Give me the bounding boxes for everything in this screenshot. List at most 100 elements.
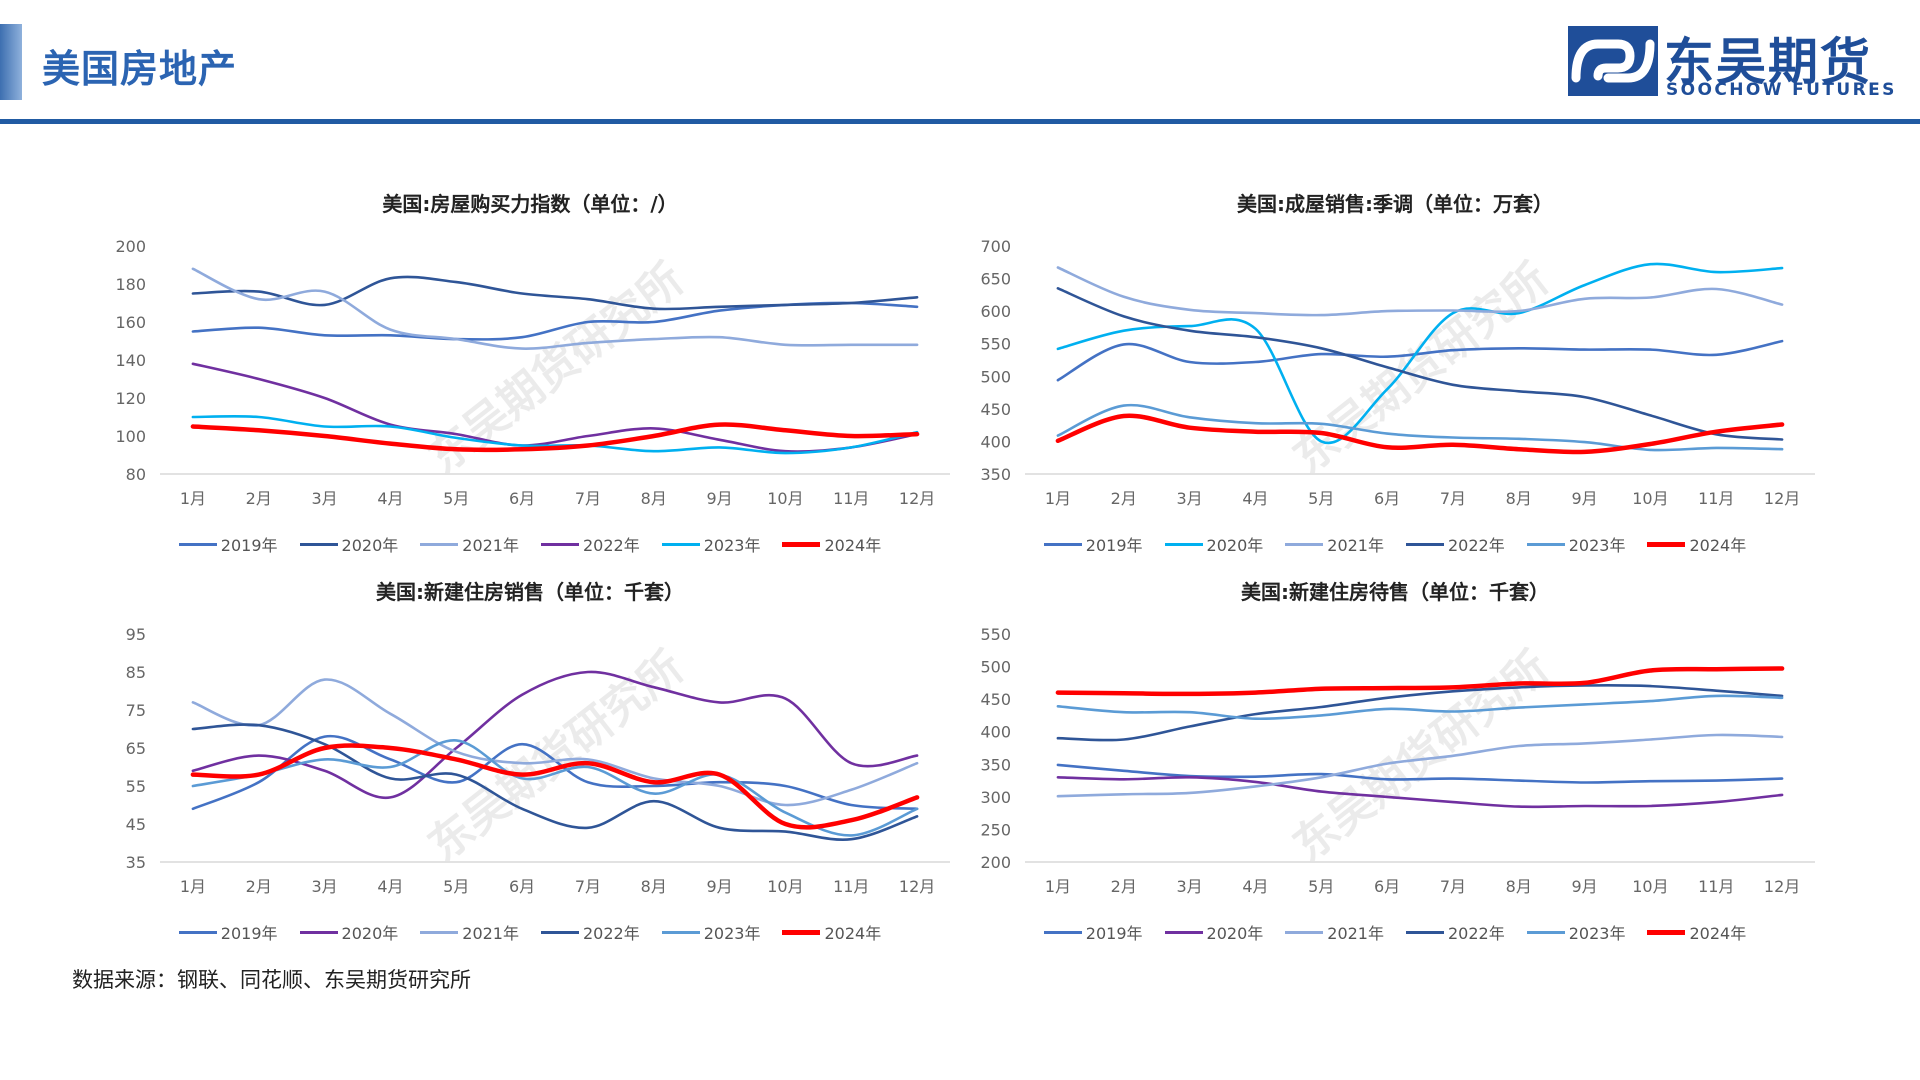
series-line [1056,262,1784,445]
y-tick-label: 550 [980,335,1011,354]
legend-label: 2020年 [1206,924,1264,943]
series-line [190,422,920,453]
legend-swatch [782,541,821,547]
y-tick-label: 45 [126,815,146,834]
legend-label: 2020年 [341,924,399,943]
legend-item: 2020年 [299,920,399,944]
legend-item: 2023年 [1526,920,1625,944]
series-line [191,670,919,800]
chart-title: 美国:房屋购买力指数（单位：/） [382,192,678,216]
legend-item: 2019年 [1043,920,1143,944]
legend-item: 2023年 [1526,532,1625,556]
series-line [191,267,919,350]
legend-swatch [1164,930,1203,934]
x-tick-label: 8月 [1506,489,1532,508]
series-line [191,739,919,837]
series-line [1056,403,1784,452]
x-tick-label: 4月 [377,489,403,508]
legend-label: 2023年 [703,924,761,943]
legend-swatch [541,542,579,546]
x-tick-label: 7月 [575,489,601,508]
y-tick-label: 35 [126,853,146,872]
legend-item: 2021年 [420,532,519,556]
chart-title: 美国:新建住房销售（单位：千套） [376,580,684,604]
legend-item: 2021年 [420,920,519,944]
series-line [190,743,920,830]
legend-label: 2019年 [220,536,278,555]
x-tick-label: 3月 [1176,489,1202,508]
chart-legend: 2019年 2020年 2021年 2022年 2023年 2024年 [945,532,1845,556]
x-tick-label: 4月 [377,877,403,896]
series-line [191,723,919,841]
brand-logo: 东吴期货 SOOCHOW FUTURES [1568,22,1908,100]
x-tick-label: 9月 [1571,489,1597,508]
y-tick-label: 80 [126,465,146,484]
legend-label: 2020年 [1206,536,1264,555]
legend-item: 2022年 [541,920,640,944]
x-tick-label: 11月 [1698,489,1734,508]
legend-item: 2023年 [661,920,761,944]
x-tick-label: 12月 [1764,877,1800,896]
x-tick-label: 3月 [311,877,337,896]
legend-swatch [1285,542,1324,546]
legend-label: 2022年 [1448,924,1505,943]
x-tick-label: 5月 [443,877,469,896]
chart-legend: 2019年 2020年 2021年 2022年 2023年 2024年 [945,920,1845,944]
y-tick-label: 700 [980,237,1011,256]
legend-item: 2022年 [1406,920,1505,944]
soochow-logo-icon [1568,26,1658,96]
x-tick-label: 5月 [1308,489,1334,508]
chart-plot: 200 250 300 350 400 450 500 550 1月 2月 3月 4月 5月 6月 7月 8月… [980,625,1815,896]
legend-label: 2024年 [824,536,882,555]
chart-panel: 350 400 450 500 550 600 650 700 1月 2月 3月 4月 5月 6月 7月 8月… [945,182,1845,562]
y-tick-label: 85 [126,663,146,682]
x-tick-label: 9月 [706,877,732,896]
x-tick-label: 2月 [1111,877,1137,896]
y-tick-label: 350 [980,465,1011,484]
x-tick-label: 7月 [1440,489,1466,508]
y-tick-label: 600 [980,302,1011,321]
x-tick-label: 8月 [641,489,667,508]
legend-label: 2019年 [1085,536,1143,555]
chart-plot: 35 45 55 65 75 85 95 1月 2月 3月 4月 5月 6月 7月 8月 9月 10月 11月 12… [126,625,950,896]
x-tick-label: 10月 [1632,489,1668,508]
data-source-note: 数据来源：钢联、同花顺、东吴期货研究所 [72,968,471,992]
x-tick-label: 11月 [833,877,869,896]
x-tick-label: 2月 [246,489,272,508]
chart-legend: 2019年 2020年 2021年 2022年 2023年 2024年 [80,532,980,556]
y-tick-label: 400 [980,723,1011,742]
series-line [191,414,919,455]
x-tick-label: 12月 [899,489,935,508]
legend-swatch [1164,542,1203,546]
legend-item: 2024年 [1647,532,1746,556]
y-tick-label: 550 [980,625,1011,644]
legend-swatch [1647,541,1686,547]
x-tick-label: 8月 [1506,877,1532,896]
legend-item: 2024年 [782,532,881,556]
chart-plot: 80 100 120 140 160 180 200 1月 2月 3月 4月 5月 6月 7月 8月 9月 10… [115,237,950,508]
x-tick-label: 8月 [641,877,667,896]
legend-label: 2022年 [583,924,640,943]
chart-legend: 2019年 2020年 2021年 2022年 2023年 2024年 [80,920,980,944]
brand-name-cn: 东吴期货 [1664,33,1872,91]
series-line [191,678,919,807]
legend-label: 2019年 [220,924,278,943]
y-tick-label: 160 [115,313,146,332]
legend-item: 2019年 [178,532,278,556]
series-line [1055,666,1785,697]
y-tick-label: 95 [126,625,146,644]
y-tick-label: 450 [980,690,1011,709]
chart-title: 美国:成屋销售:季调（单位：万套） [1237,192,1553,216]
x-tick-label: 1月 [180,877,206,896]
page-title: 美国房地产 [42,47,238,91]
x-tick-label: 3月 [1176,877,1202,896]
chart-panel: 35 45 55 65 75 85 95 1月 2月 3月 4月 5月 6月 7月 8月 9月 10月 11月 12… [80,570,980,950]
y-tick-label: 100 [115,427,146,446]
series-line [1056,694,1784,721]
series-line [1056,266,1784,317]
legend-swatch [1526,930,1565,934]
legend-label: 2019年 [1085,924,1143,943]
y-tick-label: 140 [115,351,146,370]
x-tick-label: 11月 [833,489,869,508]
x-tick-label: 2月 [1111,489,1137,508]
